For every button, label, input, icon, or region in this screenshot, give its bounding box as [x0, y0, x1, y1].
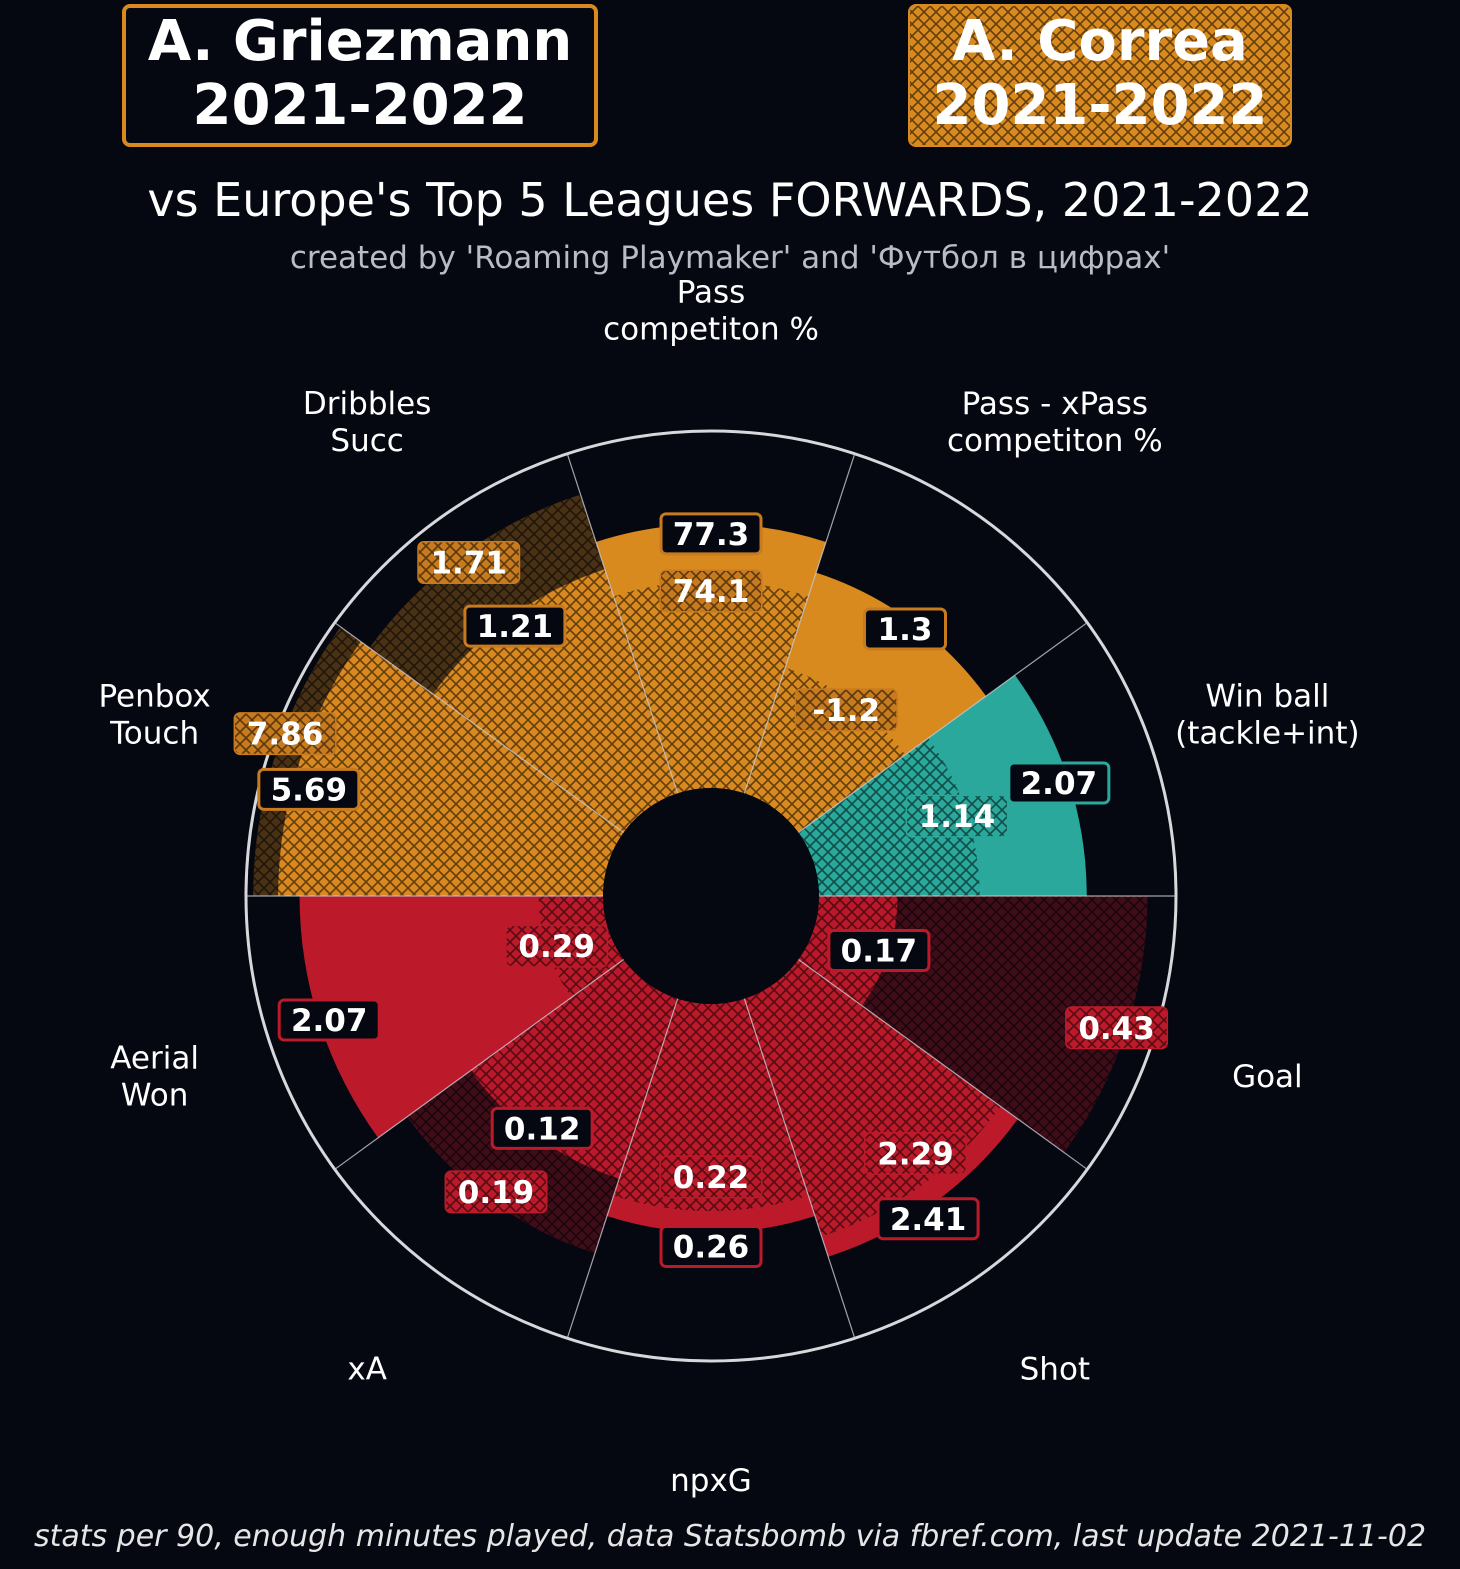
svg-text:1.71: 1.71: [430, 546, 507, 582]
svg-text:-1.2: -1.2: [812, 693, 880, 729]
wedge-b-hatch-penbox-touch: [253, 626, 624, 896]
footer-note: stats per 90, enough minutes played, dat…: [34, 1519, 1426, 1554]
value-a-aerial-won: 2.07: [277, 998, 381, 1042]
player-b-name: A. Correa: [952, 9, 1248, 74]
axis-label-shot: Shot: [1020, 1351, 1090, 1387]
chart-subtitle: created by 'Roaming Playmaker' and 'Футб…: [290, 240, 1170, 276]
axis-label-pass-xpass-competiton: Pass - xPass competiton %: [947, 386, 1163, 459]
svg-text:2.29: 2.29: [877, 1136, 954, 1172]
separator-line: [566, 998, 679, 1339]
svg-text:1.3: 1.3: [878, 612, 933, 648]
svg-text:0.19: 0.19: [458, 1175, 535, 1211]
value-labels-layer: 77.3 74.1 1.3 -1.2 2.07 1.14 0.17 0.43 2.41 2.29 0…: [233, 512, 1169, 1268]
svg-text:0.43: 0.43: [1078, 1011, 1155, 1047]
separator-line: [798, 958, 1088, 1170]
svg-text:0.22: 0.22: [673, 1160, 750, 1196]
axis-label-npxg: npxG: [670, 1463, 752, 1499]
svg-text:1.14: 1.14: [919, 799, 996, 835]
value-a-pass-xpass-competiton: 1.3: [862, 607, 947, 651]
svg-text:7.86: 7.86: [247, 717, 324, 753]
chart-title: vs Europe's Top 5 Leagues FORWARDS, 2021…: [147, 173, 1312, 227]
value-a-penbox-touch: 5.69: [257, 767, 361, 811]
value-b-npxg: 0.22: [659, 1155, 763, 1199]
svg-text:0.29: 0.29: [518, 929, 595, 965]
player-a-name: A. Griezmann: [148, 9, 572, 74]
value-a-dribbles-succ: 1.21: [463, 604, 567, 648]
svg-text:2.07: 2.07: [1021, 766, 1098, 802]
separator-line: [566, 453, 679, 794]
value-b-penbox-touch: 7.86: [233, 712, 337, 756]
svg-text:1.21: 1.21: [477, 609, 554, 645]
axis-label-win-ball-tackle-int: Win ball (tackle+int): [1175, 679, 1359, 752]
axis-labels-layer: Pass competiton % Pass - xPass competiton %…: [98, 275, 1359, 1500]
center-hole: [603, 788, 819, 1004]
value-b-pass-competiton: 74.1: [659, 569, 763, 613]
player-b-season: 2021-2022: [933, 73, 1268, 138]
wedge-b-hatch-win-ball-tackle-int: [798, 738, 980, 896]
svg-text:77.3: 77.3: [673, 517, 750, 553]
value-a-xa: 0.12: [490, 1106, 594, 1150]
axis-label-xa: xA: [347, 1351, 387, 1387]
separator-line: [798, 622, 1088, 834]
player-b-box: A. Correa 2021-2022: [908, 4, 1292, 147]
separator-line: [743, 453, 856, 794]
svg-text:0.17: 0.17: [841, 934, 918, 970]
axis-label-pass-competiton: Pass competiton %: [603, 275, 819, 348]
axis-label-goal: Goal: [1232, 1059, 1303, 1095]
value-a-pass-competiton: 77.3: [659, 512, 763, 556]
separator-line: [334, 958, 624, 1170]
player-a-season: 2021-2022: [193, 73, 528, 138]
svg-text:74.1: 74.1: [673, 574, 750, 610]
value-a-npxg: 0.26: [659, 1224, 763, 1268]
frame-layer: [244, 429, 1178, 1363]
axis-label-dribbles-succ: Dribbles Succ: [303, 386, 431, 459]
player-a-box: A. Griezmann 2021-2022: [122, 4, 598, 147]
axis-label-penbox-touch: Penbox Touch: [98, 679, 210, 752]
axis-label-aerial-won: Aerial Won: [110, 1040, 199, 1113]
svg-text:2.07: 2.07: [291, 1003, 368, 1039]
value-b-win-ball-tackle-int: 1.14: [905, 794, 1009, 838]
value-b-shot: 2.29: [863, 1131, 967, 1175]
value-b-goal: 0.43: [1065, 1006, 1169, 1050]
value-a-shot: 2.41: [876, 1197, 980, 1241]
wedge-b-hatch-pass-competiton: [613, 580, 809, 794]
value-a-goal: 0.17: [827, 929, 931, 973]
value-b-xa: 0.19: [444, 1170, 548, 1214]
wedge-b-hatch-pass-xpass-competiton: [744, 667, 906, 833]
separator-line: [334, 622, 624, 834]
value-a-win-ball-tackle-int: 2.07: [1007, 761, 1111, 805]
svg-text:2.41: 2.41: [890, 1202, 967, 1238]
svg-text:5.69: 5.69: [271, 772, 348, 808]
svg-text:0.26: 0.26: [673, 1229, 750, 1265]
value-b-dribbles-succ: 1.71: [417, 541, 521, 585]
svg-text:0.12: 0.12: [504, 1111, 581, 1147]
separator-line: [743, 998, 856, 1339]
value-b-pass-xpass-competiton: -1.2: [794, 688, 898, 732]
value-b-aerial-won: 0.29: [505, 924, 609, 968]
